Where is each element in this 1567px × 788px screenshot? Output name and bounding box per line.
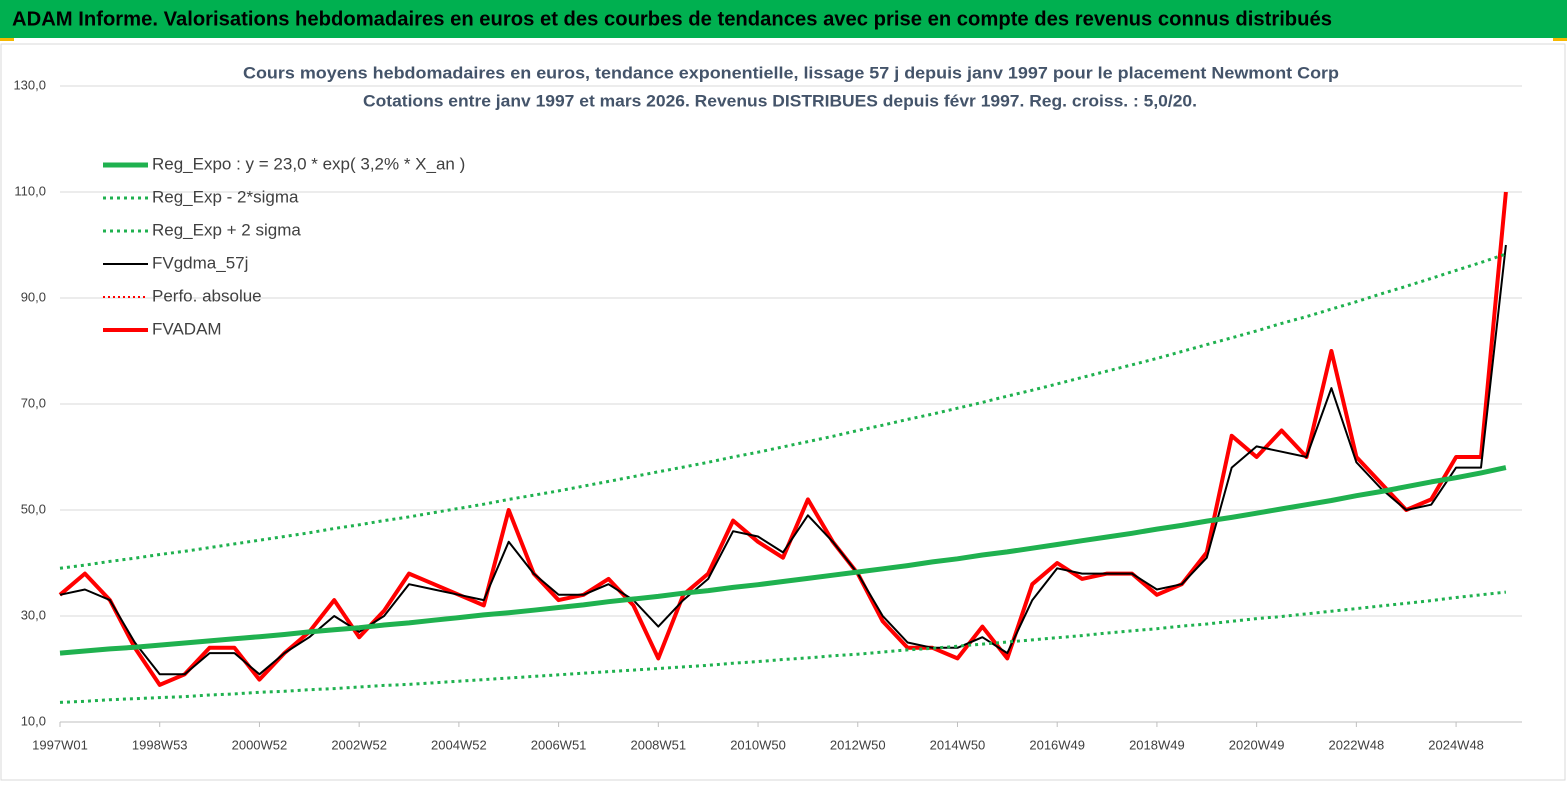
legend-label: FVADAM bbox=[152, 319, 222, 338]
x-tick-label: 2018W49 bbox=[1129, 737, 1185, 752]
x-tick-label: 2012W50 bbox=[830, 737, 886, 752]
header-accent bbox=[0, 38, 14, 41]
y-tick-label: 30,0 bbox=[21, 607, 46, 622]
series-line bbox=[59, 465, 1507, 656]
x-tick-label: 2000W52 bbox=[232, 737, 288, 752]
header-accent bbox=[1553, 38, 1567, 41]
x-tick-label: 2024W48 bbox=[1428, 737, 1484, 752]
header-bar bbox=[0, 0, 1567, 38]
y-tick-label: 70,0 bbox=[21, 395, 46, 410]
y-tick-label: 10,0 bbox=[21, 713, 46, 728]
y-tick-label: 130,0 bbox=[13, 77, 46, 92]
series-line bbox=[58, 191, 1508, 687]
x-tick-label: 2002W52 bbox=[331, 737, 387, 752]
y-tick-label: 110,0 bbox=[14, 183, 46, 198]
chart-subtitle: Cotations entre janv 1997 et mars 2026. … bbox=[363, 91, 1197, 110]
legend-label: Reg_Exp + 2 sigma bbox=[152, 220, 301, 239]
y-tick-label: 90,0 bbox=[21, 289, 46, 304]
x-tick-label: 2010W50 bbox=[730, 737, 786, 752]
x-tick-label: 2006W51 bbox=[531, 737, 587, 752]
x-tick-label: 1998W53 bbox=[132, 737, 188, 752]
series-line bbox=[59, 252, 1507, 570]
series-line bbox=[59, 244, 1507, 676]
legend-label: FVgdma_57j bbox=[152, 253, 248, 272]
legend-label: Reg_Expo : y = 23,0 * exp( 3,2% * X_an ) bbox=[152, 154, 465, 173]
page-title: ADAM Informe. Valorisations hebdomadaire… bbox=[12, 8, 1332, 30]
series-line bbox=[59, 590, 1507, 704]
y-tick-label: 50,0 bbox=[21, 501, 46, 516]
x-tick-label: 2004W52 bbox=[431, 737, 487, 752]
x-tick-label: 2014W50 bbox=[930, 737, 986, 752]
x-tick-label: 2022W48 bbox=[1329, 737, 1385, 752]
chart-frame bbox=[0, 43, 1566, 781]
x-tick-label: 2020W49 bbox=[1229, 737, 1285, 752]
x-tick-label: 1997W01 bbox=[32, 737, 88, 752]
legend-label: Perfo. absolue bbox=[152, 286, 262, 305]
x-tick-label: 2008W51 bbox=[630, 737, 686, 752]
chart-title: Cours moyens hebdomadaires en euros, ten… bbox=[243, 63, 1339, 82]
legend-label: Reg_Exp - 2*sigma bbox=[152, 187, 299, 206]
x-tick-label: 2016W49 bbox=[1029, 737, 1085, 752]
